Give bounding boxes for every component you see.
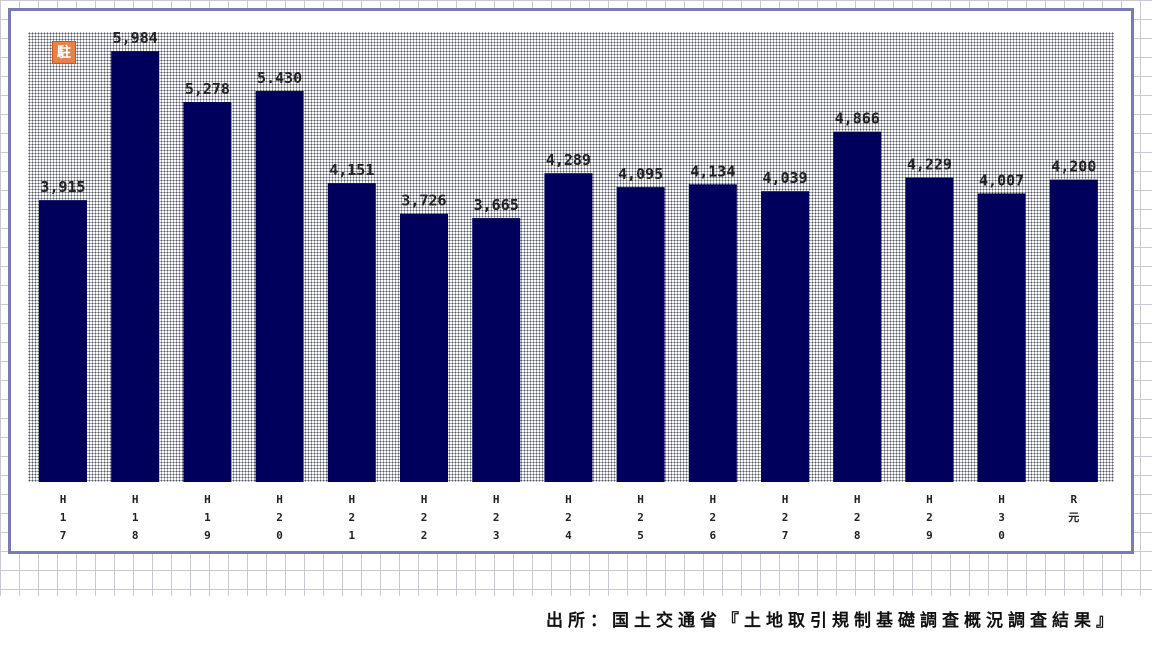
data-label: 5,278 [185,80,230,98]
x-tick-char: 2 [709,511,716,524]
data-label: 4,200 [1051,158,1096,176]
x-tick-char: 3 [998,511,1005,524]
bar-H22 [400,213,448,482]
data-label: 4,134 [690,162,735,180]
x-tick-char: 2 [782,511,789,524]
x-tick-char: H [348,493,355,506]
x-tick-char: 8 [132,529,139,542]
x-tick-char: 3 [493,529,500,542]
x-tick-char: 2 [854,511,861,524]
data-label: 4,151 [329,161,374,179]
x-tick-char: 5 [637,529,644,542]
x-tick-char: H [132,493,139,506]
bar-H27 [761,191,809,482]
data-label: 3,915 [40,178,85,196]
x-tick-label: H 2 6 [709,493,716,542]
bar-chart: 3,915 H 1 7 5,984 H 1 8 5,278 H 1 9 5.430 H 2 0 4,151 H 2 1… [39,29,1098,542]
x-tick-label: H 2 1 [348,493,355,542]
x-tick-char: 0 [276,529,283,542]
x-tick-char: 2 [637,511,644,524]
bar-H21 [327,183,376,483]
x-tick-char: 1 [132,511,139,524]
x-tick-label: H 1 7 [60,493,67,542]
x-tick-char: H [565,493,572,506]
bar-H19 [183,101,232,482]
bar-H23 [472,218,521,482]
x-tick-char: 9 [204,529,211,542]
x-tick-char: H [782,493,789,506]
x-tick-char: H [998,493,1005,506]
x-tick-char: 9 [926,529,933,542]
x-tick-label: H 2 0 [276,493,283,542]
x-tick-char: 2 [926,511,933,524]
x-tick-char: 7 [60,529,67,542]
footer-area [0,596,1152,648]
x-tick-label: H 1 9 [204,493,211,542]
x-tick-char: 2 [348,511,355,524]
x-tick-label: H 1 8 [132,493,139,542]
data-label: 4,007 [979,171,1024,189]
data-label: 4,039 [762,169,807,187]
x-tick-char: H [493,493,500,506]
bar-H20 [255,91,304,482]
x-tick-char: H [421,493,428,506]
x-tick-label: R元 [1068,493,1079,524]
x-tick-char: H [926,493,933,506]
x-tick-char: H [204,493,211,506]
bar-H29 [905,177,954,482]
data-label: 4,289 [546,151,591,169]
x-tick-char: 4 [565,529,572,542]
bar-H17 [39,200,87,482]
x-tick-label: H 2 7 [782,493,789,542]
x-tick-label: H 2 2 [421,493,428,542]
x-tick-char: 元 [1068,511,1079,524]
x-tick-char: 6 [709,529,716,542]
legend-badge: 駐 [52,41,76,64]
bar-H26 [688,184,737,483]
data-label: 5.430 [257,69,302,87]
x-tick-char: 1 [60,511,67,524]
x-tick-char: H [709,493,716,506]
x-tick-char: 2 [421,529,428,542]
x-tick-label: H 2 9 [926,493,933,542]
x-tick-char: 2 [421,511,428,524]
x-tick-char: R [1070,493,1077,506]
x-tick-label: H 3 0 [998,493,1005,542]
bar-H24 [544,173,593,482]
x-tick-char: H [276,493,283,506]
bar-H30 [977,193,1026,482]
bar-R元 [1049,179,1098,482]
x-tick-char: 2 [565,511,572,524]
x-tick-char: 1 [348,529,355,542]
x-tick-label: H 2 5 [637,493,644,542]
x-tick-char: H [60,493,67,506]
bar-H25 [616,187,665,482]
data-label: 4,095 [618,165,663,183]
data-label: 4,229 [907,156,952,174]
data-label: 5,984 [113,29,158,47]
x-tick-char: 2 [493,511,500,524]
data-label: 3,726 [401,192,446,210]
x-tick-label: H 2 3 [493,493,500,542]
x-tick-char: 0 [998,529,1005,542]
source-note: 出所：国土交通省『土地取引規制基礎調査概況調査結果』 [546,611,1118,631]
x-tick-char: H [637,493,644,506]
x-tick-char: 8 [854,529,861,542]
x-tick-char: H [854,493,861,506]
x-tick-label: H 2 8 [854,493,861,542]
data-label: 4,866 [835,110,880,128]
x-tick-char: 1 [204,511,211,524]
data-label: 3,665 [474,196,519,214]
x-tick-char: 7 [782,529,789,542]
bar-H28 [833,131,882,482]
bar-H18 [111,51,160,482]
x-tick-char: 2 [276,511,283,524]
x-tick-label: H 2 4 [565,493,572,542]
